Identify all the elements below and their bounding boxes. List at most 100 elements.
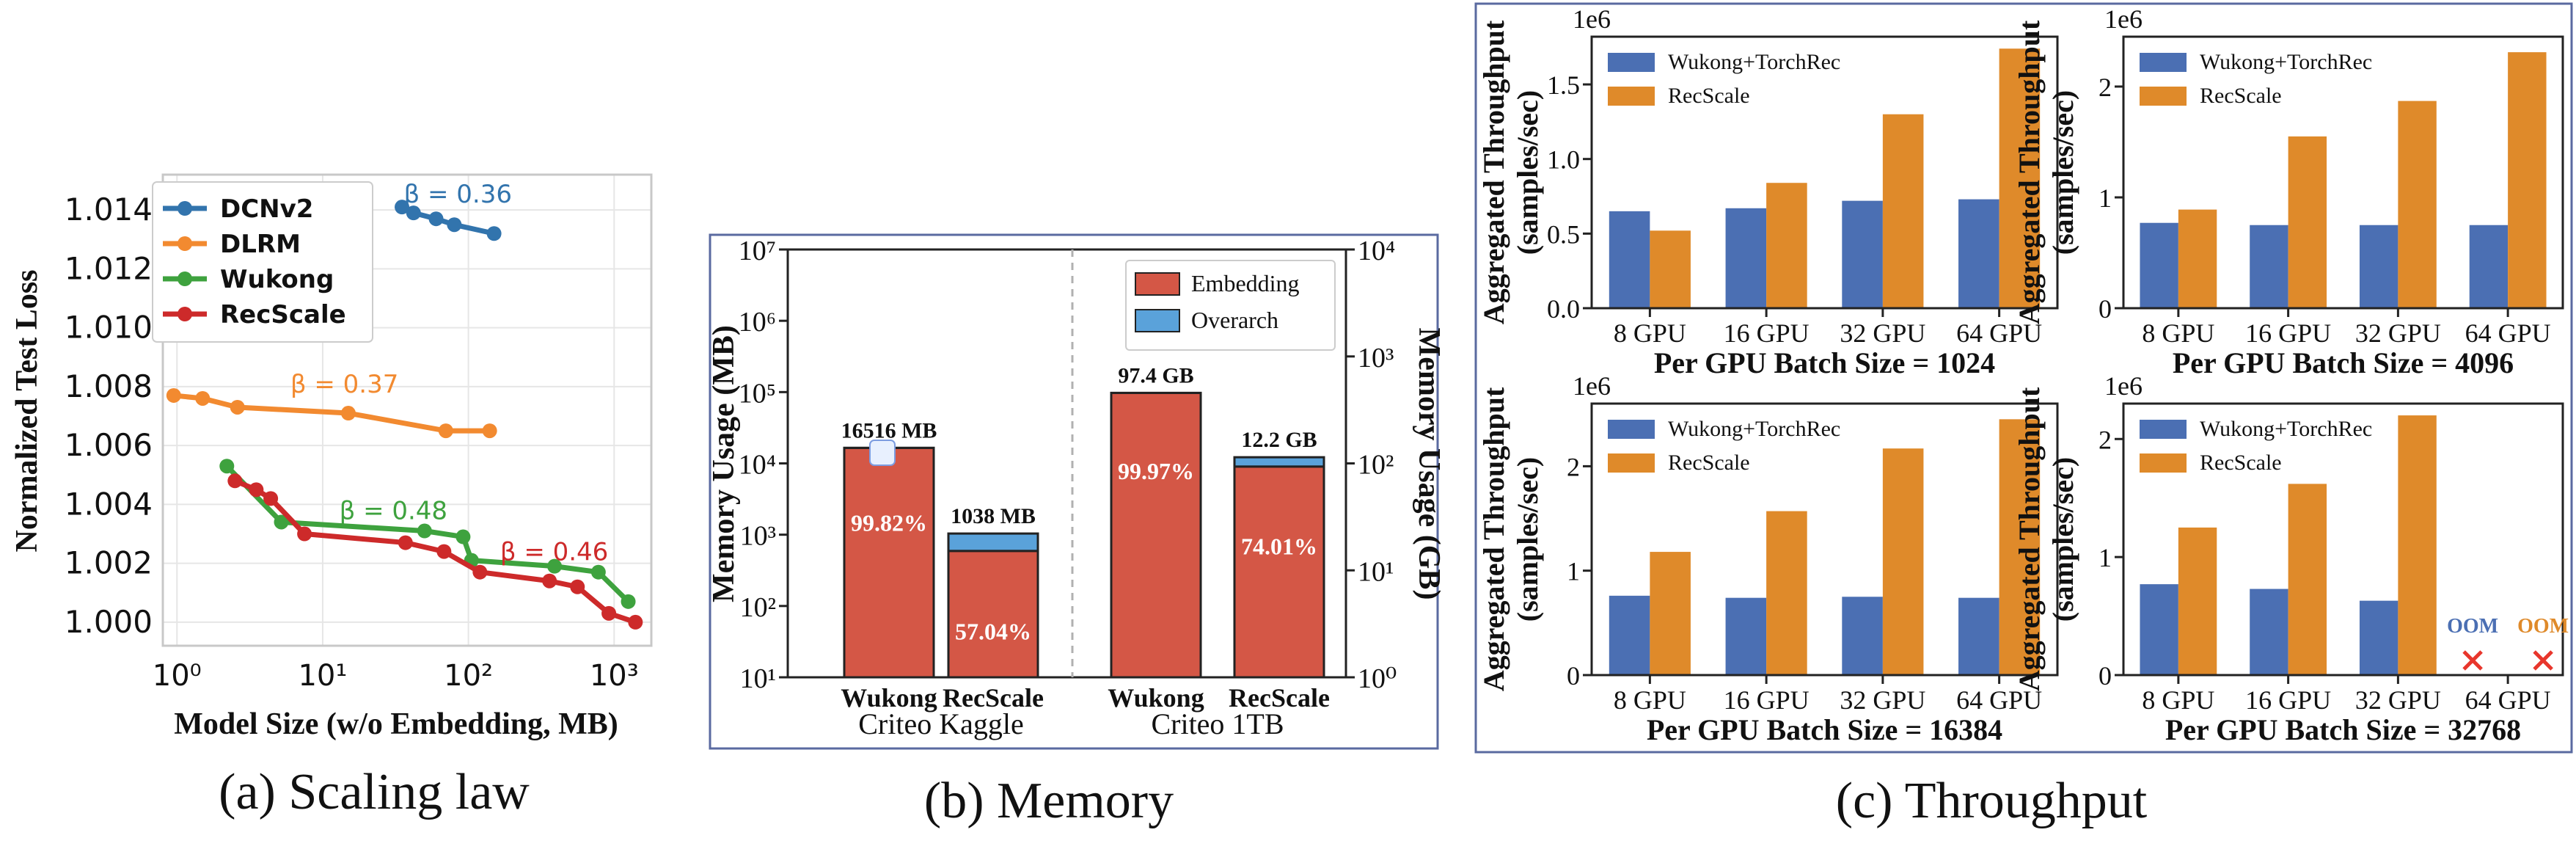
y-tick-label: 0 — [2099, 294, 2112, 324]
bar-percent-label: 99.97% — [1118, 458, 1194, 484]
bar-total-label: 12.2 GB — [1241, 428, 1317, 452]
bar-overarch — [947, 532, 1039, 553]
beta-annotation: β = 0.36 — [403, 180, 512, 209]
bar-wukong-torchrec — [2140, 584, 2178, 675]
data-point-dcnv2 — [406, 205, 421, 221]
y-tick-label: 1.010 — [65, 310, 153, 346]
y-axis-title: Aggregated Throughput — [1477, 387, 1510, 691]
x-tick-label: RecScale — [1229, 683, 1330, 713]
translate-icon — [869, 440, 896, 466]
data-point-recscale — [398, 535, 413, 550]
data-point-recscale — [436, 544, 452, 559]
bar-wukong-torchrec — [1725, 597, 1767, 675]
y-axis-title: Normalized Test Loss — [10, 269, 44, 552]
data-point-recscale — [628, 614, 643, 630]
y-tick-label: 1.006 — [65, 427, 153, 463]
x-tick-label: 32 GPU — [1840, 685, 1925, 715]
oom-label: OOM — [2517, 615, 2569, 638]
bar-recscale — [1999, 48, 2041, 308]
bar-recscale — [2398, 415, 2437, 675]
y-tick-label: 1.008 — [65, 368, 153, 404]
subplot-title: Per GPU Batch Size = 4096 — [2173, 346, 2514, 379]
beta-annotation: β = 0.48 — [340, 496, 448, 525]
data-point-recscale — [472, 564, 488, 580]
legend-marker — [178, 201, 192, 216]
y-tick-label: 10⁵ — [739, 378, 776, 409]
caption-throughput: (c) Throughput — [1835, 773, 2148, 829]
legend-marker — [178, 272, 192, 286]
data-point-dlrm — [482, 423, 497, 439]
bar-recscale — [2508, 52, 2547, 309]
y-axis-title: (samples/sec) — [1511, 457, 1544, 622]
y-axis-title: Aggregated Throughput — [2013, 20, 2046, 324]
bar-wukong-torchrec — [1725, 208, 1767, 308]
legend-swatch — [1608, 420, 1655, 439]
legend-swatch — [1608, 453, 1655, 473]
bar-recscale — [2398, 101, 2437, 308]
legend-marker — [178, 307, 192, 321]
legend-label: RecScale — [1668, 451, 1750, 475]
y-scale-label: 1e6 — [1573, 4, 1611, 34]
y-tick-label-right: 10⁴ — [1358, 236, 1395, 266]
legend-label: RecScale — [2200, 84, 2282, 108]
y-tick-label: 1 — [2099, 183, 2112, 213]
bar-recscale — [1882, 114, 1924, 308]
data-point-recscale — [227, 473, 243, 489]
y-tick-label: 1.0 — [1547, 145, 1580, 175]
y-tick-label: 1 — [2099, 543, 2112, 572]
y-axis-title: Aggregated Throughput — [1477, 20, 1510, 324]
legend-label: Embedding — [1191, 270, 1300, 296]
y-tick-label: 10³ — [740, 521, 776, 552]
oom-x-mark — [2462, 650, 2483, 671]
bar-recscale — [1766, 183, 1807, 308]
beta-annotation: β = 0.37 — [290, 370, 399, 399]
bar-recscale — [2178, 527, 2217, 675]
y-axis-title-right: Memory Usage (GB) — [1412, 328, 1446, 600]
bar-wukong-torchrec — [2140, 222, 2178, 308]
data-point-dlrm — [438, 423, 453, 439]
x-tick-label: RecScale — [943, 683, 1044, 713]
legend-label: Wukong+TorchRec — [1668, 417, 1840, 441]
x-tick-label: Wukong — [841, 683, 937, 713]
legend-label: RecScale — [220, 300, 346, 329]
data-point-dcnv2 — [395, 200, 410, 215]
x-tick-label: 8 GPU — [2142, 685, 2214, 715]
x-tick-label: 10³ — [590, 659, 639, 693]
x-tick-label: 16 GPU — [1724, 685, 1810, 715]
y-tick-label: 10² — [740, 592, 776, 623]
legend-swatch — [1135, 272, 1180, 296]
legend-swatch — [1135, 309, 1180, 332]
x-tick-label: 16 GPU — [2245, 685, 2331, 715]
subplot-title: Per GPU Batch Size = 1024 — [1654, 346, 1995, 379]
caption-memory: (b) Memory — [923, 773, 1174, 829]
y-tick-label-right: 10¹ — [1358, 556, 1394, 587]
y-scale-label: 1e6 — [2104, 371, 2143, 401]
bar-embedding — [1233, 465, 1325, 679]
series-line-wukong — [224, 464, 630, 604]
bar-recscale — [1882, 448, 1924, 675]
legend-label: RecScale — [2200, 451, 2282, 475]
bar-recscale — [1650, 552, 1691, 675]
legend-label: DCNv2 — [220, 194, 313, 224]
y-tick-label-right: 10⁰ — [1358, 663, 1397, 694]
bar-percent-label: 57.04% — [955, 619, 1031, 645]
legend-label: Wukong+TorchRec — [2200, 417, 2372, 441]
bar-percent-label: 74.01% — [1241, 533, 1317, 560]
y-tick-label: 0 — [2099, 661, 2112, 691]
bar-recscale — [1650, 230, 1691, 308]
bar-wukong-torchrec — [2359, 600, 2398, 675]
x-tick-label: 8 GPU — [1614, 318, 1686, 348]
bar-embedding — [947, 550, 1039, 679]
oom-label: OOM — [2447, 615, 2498, 638]
legend-a — [152, 181, 373, 343]
data-point-wukong — [417, 523, 432, 539]
data-point-dcnv2 — [486, 226, 502, 241]
data-point-recscale — [542, 573, 557, 589]
data-point-wukong — [547, 558, 563, 574]
x-tick-label: 16 GPU — [2245, 318, 2331, 348]
y-tick-label-right: 10³ — [1358, 343, 1394, 374]
bar-wukong-torchrec — [2250, 225, 2288, 308]
data-point-dcnv2 — [428, 211, 444, 227]
bar-wukong-torchrec — [1958, 199, 1999, 308]
plot-frame-top-c4 — [2122, 402, 2564, 677]
